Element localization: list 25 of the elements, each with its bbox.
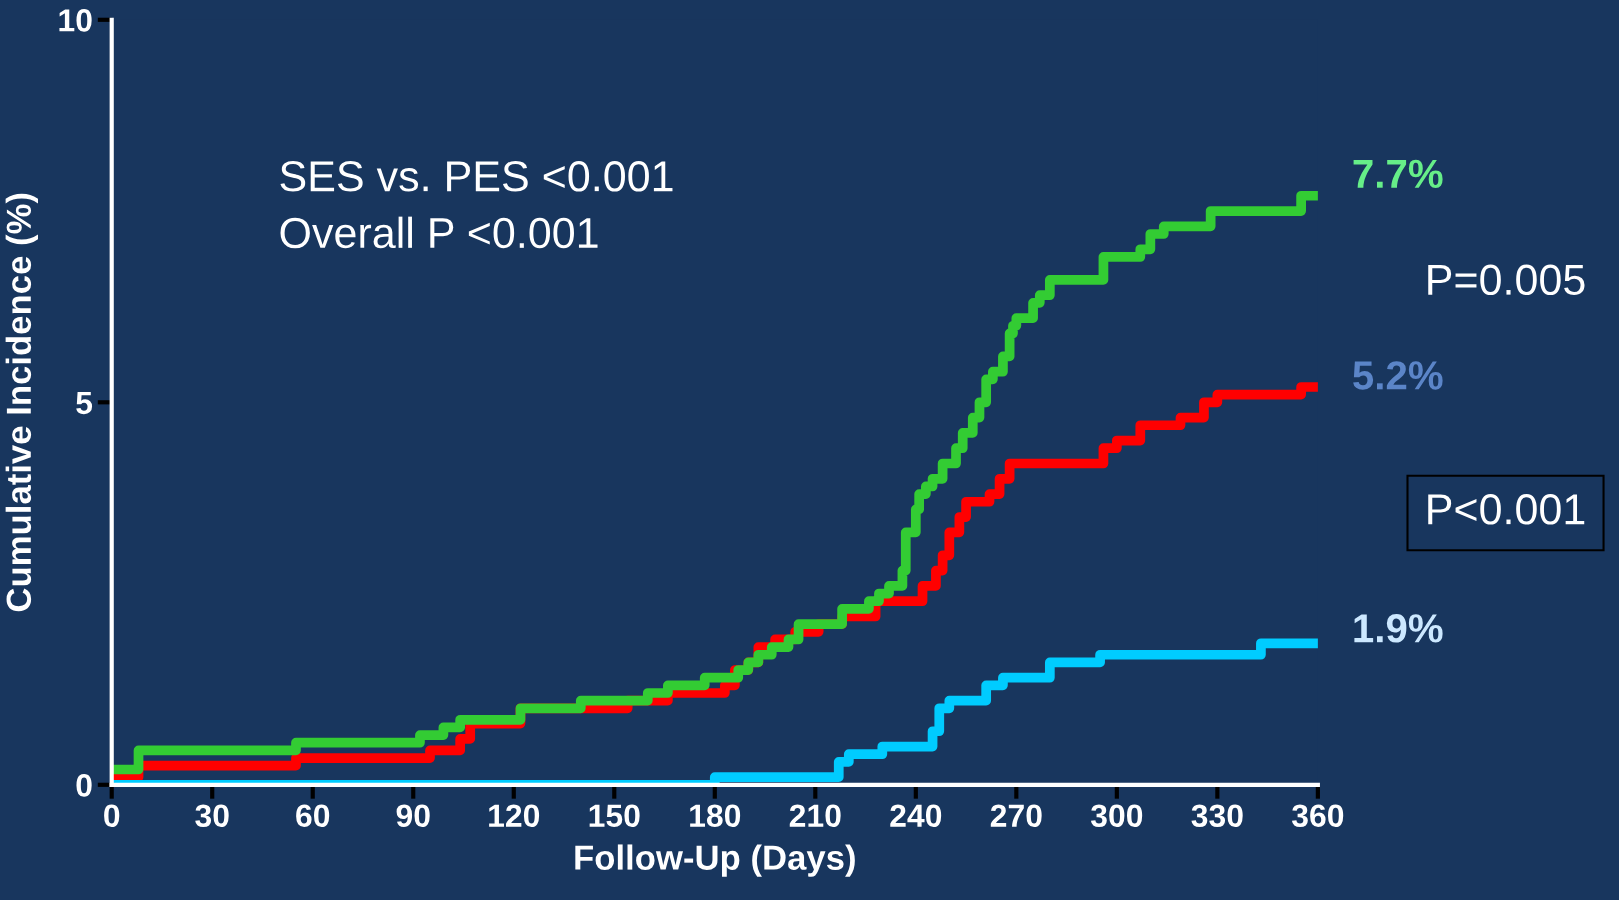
text: 7.7% [1353, 159, 1443, 189]
x-tick-label: 360 [1291, 804, 1344, 828]
x-tick-label: 300 [1090, 804, 1143, 828]
x-tick-label: 0 [104, 804, 120, 828]
x-tick-label: 330 [1191, 804, 1243, 828]
x-axis-title: Follow-Up (Days) [575, 844, 855, 877]
y-axis-title: Cumulative Incidence (%) [5, 193, 38, 612]
annotation: SES vs. PES <0.001 [280, 161, 673, 192]
x-tick-label: 30 [195, 804, 229, 828]
text: P=0.005 [1428, 264, 1585, 296]
x-tick-label: 180 [690, 804, 741, 828]
text: P<0.001 [1428, 494, 1585, 525]
x-tick-label: 120 [489, 804, 540, 828]
text: 5.2% [1353, 361, 1443, 390]
y-tick-label: 0 [76, 774, 92, 797]
x-tick-label: 270 [990, 804, 1042, 828]
y-tick-label: 10 [59, 9, 92, 32]
annotation: Overall P <0.001 [280, 216, 598, 249]
x-tick-label: 240 [890, 804, 942, 828]
x-tick-label: 90 [396, 804, 430, 828]
x-tick-label: 60 [296, 804, 330, 828]
y-tick-label: 5 [76, 391, 93, 415]
x-tick-label: 210 [789, 804, 841, 828]
x-tick-label: 150 [589, 804, 640, 828]
text: 1.9% [1354, 614, 1443, 643]
